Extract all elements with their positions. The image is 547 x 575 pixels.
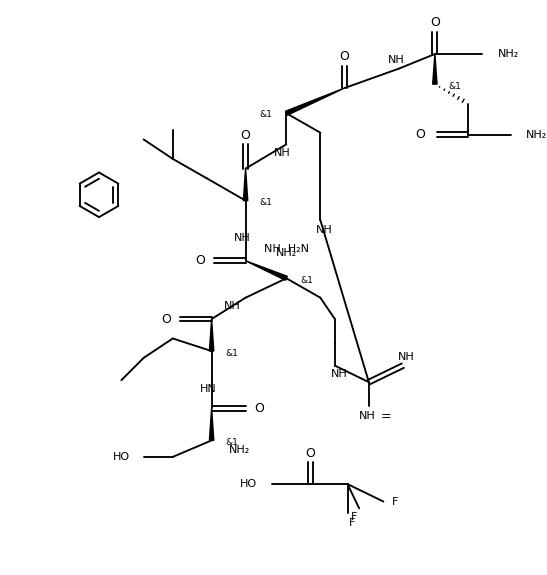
- Polygon shape: [433, 54, 437, 84]
- Text: &1: &1: [259, 110, 272, 118]
- Text: NH: NH: [224, 301, 241, 312]
- Text: O: O: [306, 447, 316, 459]
- Text: O: O: [415, 128, 425, 141]
- Polygon shape: [210, 408, 214, 440]
- Text: F: F: [351, 512, 358, 522]
- Text: F: F: [349, 518, 356, 528]
- Text: NH: NH: [358, 411, 375, 421]
- Text: NH₂: NH₂: [229, 445, 251, 455]
- Polygon shape: [243, 168, 248, 201]
- Text: HN: HN: [200, 384, 217, 394]
- Text: =: =: [381, 409, 392, 423]
- Text: NH₂: NH₂: [526, 129, 547, 140]
- Text: NH₂: NH₂: [498, 49, 519, 59]
- Text: NH: NH: [234, 233, 251, 243]
- Text: O: O: [161, 313, 171, 325]
- Text: NH: NH: [330, 369, 347, 380]
- Polygon shape: [286, 88, 345, 115]
- Text: &1: &1: [449, 82, 461, 91]
- Text: NH: NH: [316, 225, 333, 235]
- Text: F: F: [392, 497, 399, 507]
- Text: O: O: [340, 51, 350, 63]
- Text: HO: HO: [113, 452, 130, 462]
- Text: NH: NH: [398, 352, 415, 362]
- Text: &1: &1: [259, 198, 272, 207]
- Polygon shape: [210, 319, 214, 351]
- Text: O: O: [241, 129, 251, 142]
- Text: O: O: [254, 402, 264, 415]
- Text: NH: NH: [274, 148, 291, 158]
- Text: O: O: [430, 17, 440, 29]
- Text: HO: HO: [240, 479, 257, 489]
- Text: NH  H₂N: NH H₂N: [264, 244, 309, 254]
- Polygon shape: [246, 261, 287, 280]
- Text: &1: &1: [300, 276, 313, 285]
- Text: &1: &1: [225, 348, 238, 358]
- Text: NH₂: NH₂: [276, 248, 297, 258]
- Text: &1: &1: [225, 438, 238, 447]
- Text: O: O: [195, 254, 205, 267]
- Text: NH: NH: [388, 55, 404, 65]
